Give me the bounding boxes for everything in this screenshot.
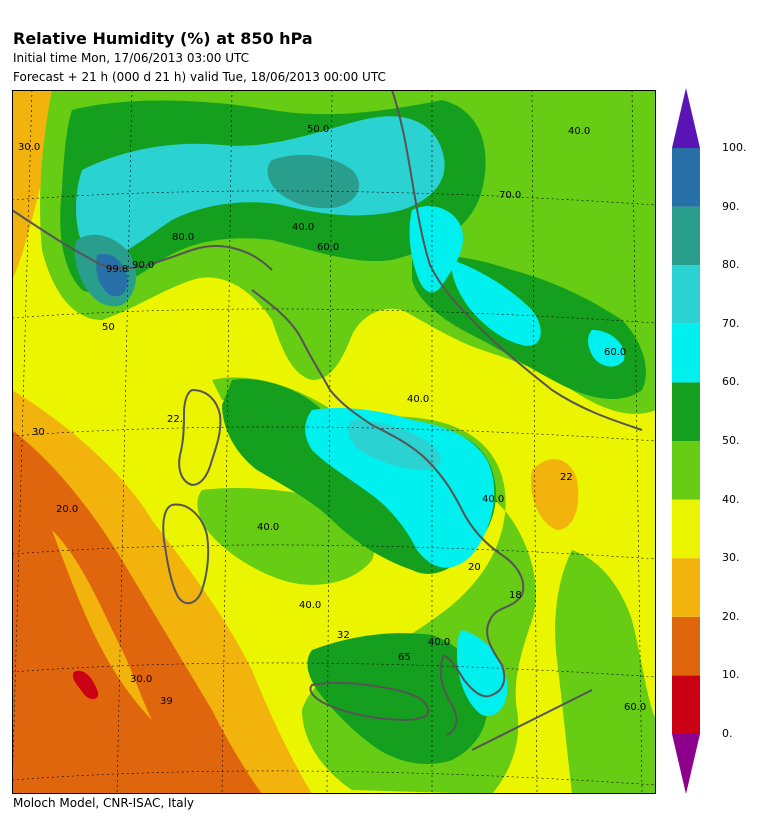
contour-label: 99.8 [106,264,128,275]
contour-label: 60.0 [624,702,646,713]
colorbar-tick-label: 50. [722,434,740,447]
contour-label: 90.0 [132,260,154,271]
contour-label: 60.0 [604,347,626,358]
contour-label: 40.0 [568,126,590,137]
colorbar-box [672,382,700,441]
colorbar-box [672,265,700,324]
humidity-field-60-70 [409,206,463,293]
colorbar-tick-label: 90. [722,199,740,213]
contour-label: 65 [398,652,411,663]
contour-label: 30.0 [130,674,152,685]
contour-label: 50.0 [307,124,329,135]
colorbar-over-triangle [672,88,700,148]
contour-label: 40.0 [482,494,504,505]
colorbar-tick-label: 30. [722,551,740,565]
contour-label: 20 [468,562,481,573]
contour-label: 20.0 [56,504,78,515]
contour-label: 80.0 [172,232,194,243]
colorbar-under-triangle [672,734,700,794]
humidity-field-0-10 [72,670,99,700]
humidity-field-60-70 [588,330,625,367]
contour-label: 18 [509,590,522,601]
colorbar-box [672,441,700,500]
colorbar-box [672,206,700,266]
colorbar-box [672,675,700,734]
humidity-field-20-30 [531,459,579,530]
humidity-field-10-20 [12,430,262,794]
lat-lon-grid [12,90,656,794]
humidity-field-60-70 [305,408,495,568]
model-credit: Moloch Model, CNR-ISAC, Italy [13,796,195,810]
map-frame [12,90,656,794]
colorbar-box [672,323,700,383]
forecast-label: Forecast + 21 h (000 d 21 h) valid Tue, … [13,70,386,84]
colorbar-tick-label: 60. [722,375,740,389]
colorbar-box [672,616,700,676]
contour-label: 40.0 [299,600,321,611]
colorbar-tick-label: 40. [722,492,740,506]
contour-label: 70.0 [499,190,521,201]
contour-label: 22. [167,414,183,425]
contour-label: 40.0 [292,222,314,233]
contour-label: 30 [32,427,45,438]
humidity-field-20-30 [52,530,152,720]
map-title: Relative Humidity (%) at 850 hPa [13,29,313,48]
colorbar-box [672,558,700,617]
colorbar-tick-label: 10. [722,668,740,682]
coastlines [12,90,643,751]
contour-label: 40.0 [428,637,450,648]
initial-time-label: Initial time Mon, 17/06/2013 03:00 UTC [13,51,250,65]
contour-label: 40.0 [257,522,279,533]
colorbar [672,88,700,794]
colorbar-box [672,499,700,559]
humidity-field-70-80 [76,116,445,261]
colorbar-tick-label: 0. [722,727,733,740]
contour-label: 32 [337,630,350,641]
colorbar-tick-label: 70. [722,316,740,330]
contour-label: 30.0 [18,142,40,153]
humidity-map: 30.0 40.0 50.0 60.0 80.0 90.0 99.8 70.0 … [12,90,656,794]
contour-label: 50 [102,322,115,333]
humidity-field-70-80 [348,420,441,470]
colorbar-box [672,148,700,207]
humidity-field-80-90 [267,154,360,209]
contour-label: 22 [560,472,573,483]
humidity-field-60-70 [451,260,541,346]
colorbar-tick-label: 100. [722,141,747,154]
contour-label: 39 [160,696,173,707]
contour-label: 40.0 [407,394,429,405]
contour-label: 60.0 [317,242,339,253]
colorbar-tick-label: 20. [722,609,740,623]
humidity-field-20-30 [12,90,72,280]
colorbar-tick-label: 80. [722,258,740,272]
humidity-field-90-100 [96,253,128,297]
humidity-field-40-50 [555,550,656,794]
